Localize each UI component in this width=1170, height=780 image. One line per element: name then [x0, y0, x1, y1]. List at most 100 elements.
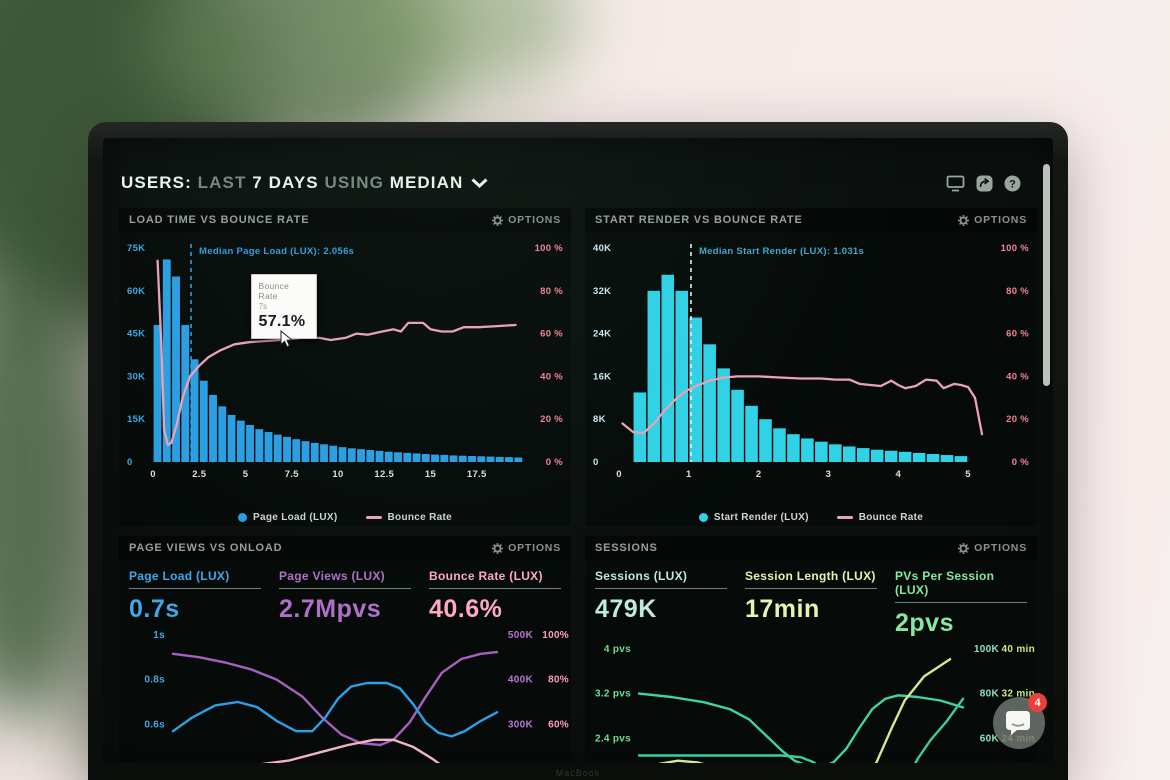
load-time-chart[interactable]: 0 15K 30K 45K 60K 75K 0 % 20 % 40 % 60 % 80 % 100 %… [119, 232, 571, 508]
stat-label: PVs Per Session (LUX) [895, 569, 1027, 603]
left-axis-label: 32K [593, 286, 611, 297]
left-axis-label: 0 [593, 457, 599, 468]
right-axis-label: 40 min [1002, 644, 1035, 655]
left-axis-label: 40K [593, 243, 611, 254]
right-axis-label: 0 % [546, 457, 564, 468]
bar [273, 434, 282, 462]
legend-label: Bounce Rate [387, 511, 452, 523]
left-axis-label: 4 pvs [604, 644, 631, 655]
series-line-sessions [637, 692, 965, 763]
options-button[interactable]: OPTIONS [958, 542, 1027, 554]
bar [912, 452, 926, 462]
bar [633, 392, 647, 462]
start-render-chart[interactable]: 0 8K 16K 24K 32K 40K 0 % 20 % 40 % 60 % 80 % 100 % 0… [585, 232, 1037, 508]
bar [773, 428, 786, 462]
title-word: 7 DAYS [246, 173, 319, 192]
bar [301, 441, 310, 462]
users-filter-dropdown[interactable]: USERS: LAST 7 DAYS USING MEDIAN [121, 173, 488, 193]
bar [338, 447, 347, 462]
options-button[interactable]: OPTIONS [958, 214, 1027, 226]
help-icon[interactable]: ? [1004, 175, 1021, 192]
stat-label: Page Load (LUX) [129, 569, 261, 589]
bar [898, 451, 912, 462]
left-axis-label: 75K [127, 243, 145, 254]
right-axis-label: 400K [508, 675, 534, 686]
bar [440, 454, 449, 462]
scrollbar[interactable] [1043, 164, 1050, 386]
bar [431, 454, 439, 462]
bar [199, 380, 208, 462]
bar [675, 290, 689, 462]
bar [745, 405, 758, 462]
stat-label: Sessions (LUX) [595, 569, 727, 589]
right-axis-label: 60K [980, 733, 1000, 744]
laptop-brand-label: MacBook [555, 768, 601, 778]
options-label: OPTIONS [508, 542, 561, 554]
stat-value: 479K [595, 595, 657, 623]
title-word: USING [318, 173, 384, 192]
bar [172, 276, 180, 462]
page-views-onload-chart[interactable]: 1s0.8s0.6s0.4s500K100%400K80%300K60%200K… [119, 628, 571, 763]
right-axis-label: 60% [548, 719, 569, 730]
stat-block: Bounce Rate (LUX) 40.6% [429, 569, 561, 624]
chart-tooltip: Bounce Rate 7s 57.1% [250, 273, 317, 339]
right-axis-label: 300K [508, 719, 534, 730]
options-button[interactable]: OPTIONS [492, 214, 561, 226]
right-axis-label: 20 % [1006, 414, 1029, 425]
bar [759, 419, 772, 462]
bar [412, 453, 421, 462]
right-axis-label: 100 % [535, 243, 564, 254]
bar [505, 457, 513, 462]
bar [310, 442, 319, 462]
stat-value: 40.6% [429, 595, 503, 623]
chat-unread-badge: 4 [1028, 693, 1047, 712]
stat-block: Page Views (LUX) 2.7Mpvs [279, 569, 411, 624]
stat-label: Bounce Rate (LUX) [429, 569, 561, 589]
bar [384, 451, 393, 462]
tooltip-value: 57.1% [258, 312, 306, 330]
panel-title: START RENDER VS BOUNCE RATE [595, 214, 803, 226]
title-word: LAST [191, 173, 247, 192]
legend-swatch [698, 512, 708, 522]
mouse-cursor [280, 329, 293, 348]
right-axis-label: 60 % [1006, 329, 1029, 340]
bar [264, 432, 273, 462]
bar [153, 325, 162, 462]
bar [458, 455, 467, 462]
bar [647, 290, 661, 462]
bar [689, 317, 702, 462]
bar [209, 394, 217, 462]
chevron-down-icon [471, 178, 488, 188]
left-axis-label: 24K [593, 329, 611, 340]
share-icon[interactable] [976, 175, 993, 192]
legend-item: Bounce Rate [365, 511, 452, 523]
bar [703, 344, 716, 462]
x-axis-label: 17.5 [467, 469, 487, 480]
bar [468, 456, 476, 462]
display-icon[interactable] [946, 175, 965, 192]
x-axis-label: 10 [332, 469, 343, 480]
right-axis-label: 80 % [540, 286, 563, 297]
legend-label: Bounce Rate [858, 511, 924, 523]
x-axis-label: 1 [686, 469, 692, 480]
left-axis-label: 60K [127, 286, 145, 297]
gear-icon [958, 214, 970, 226]
stats-row: Sessions (LUX) 479K Session Length (LUX) 17… [585, 560, 1037, 642]
panel-title: PAGE VIEWS VS ONLOAD [129, 542, 283, 554]
options-button[interactable]: OPTIONS [492, 542, 561, 554]
bar [421, 454, 430, 462]
legend-label: Start Render (LUX) [713, 511, 809, 523]
gear-icon [492, 214, 504, 226]
bar [218, 406, 227, 462]
bar [255, 429, 264, 462]
bar [856, 448, 870, 462]
bar [731, 389, 744, 462]
legend-swatch [836, 515, 853, 519]
chat-widget-button[interactable]: 4 [993, 693, 1047, 749]
series-line-bounce-rate [261, 738, 441, 763]
right-axis-label: 80K [980, 689, 1000, 700]
bar [815, 441, 828, 462]
app-header: USERS: LAST 7 DAYS USING MEDIAN [119, 170, 1037, 196]
